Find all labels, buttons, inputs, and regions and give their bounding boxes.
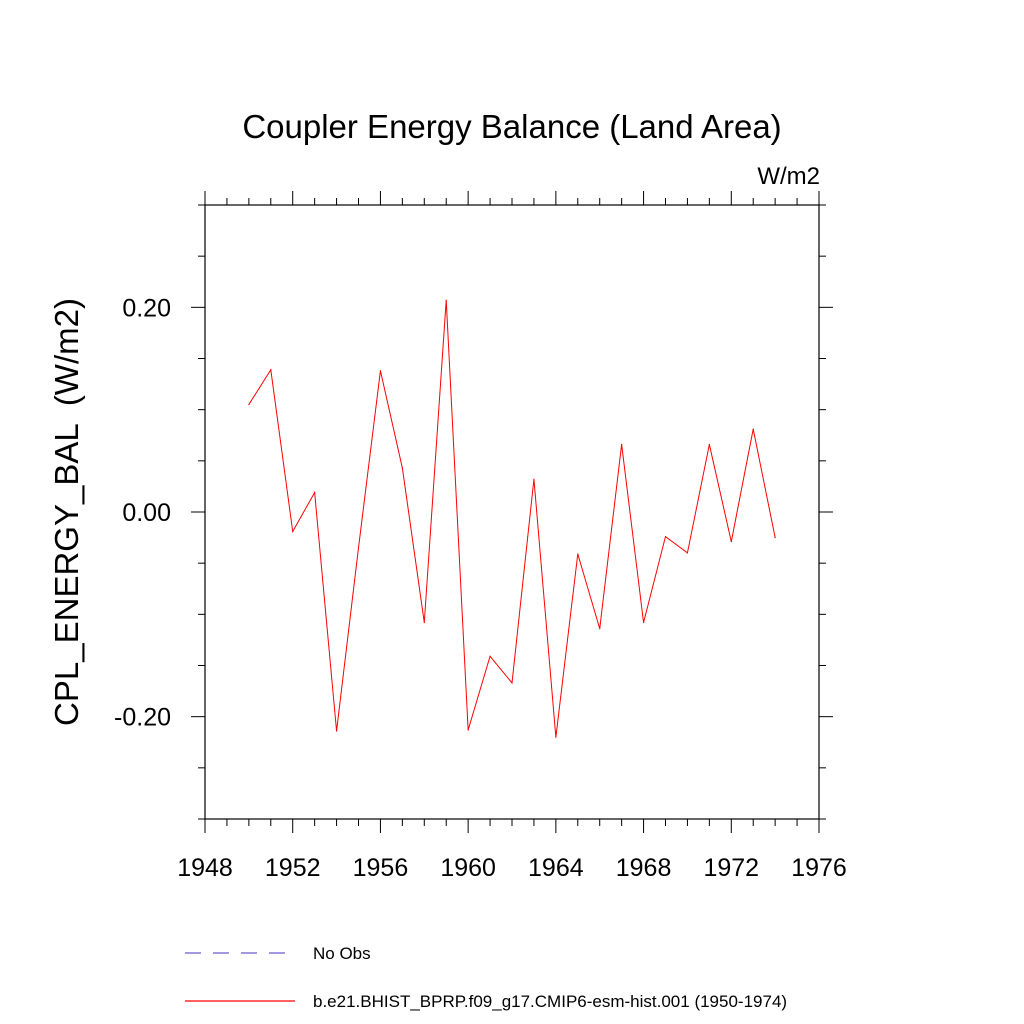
- data-point: [489, 655, 491, 657]
- series-line: [248, 300, 776, 738]
- data-point: [467, 729, 469, 731]
- y-tick-label: 0.20: [122, 294, 171, 322]
- x-tick-label: 1948: [177, 854, 233, 882]
- data-point: [774, 536, 776, 539]
- y-axis-label: CPL_ENERGY_BAL (W/m2): [48, 298, 85, 726]
- data-point: [314, 491, 316, 494]
- x-tick-label: 1956: [353, 854, 409, 882]
- units-label: W/m2: [757, 163, 820, 190]
- data-point: [555, 736, 557, 738]
- data-point: [752, 428, 754, 430]
- data-point: [292, 530, 294, 533]
- data-series: [248, 299, 776, 738]
- y-tick-label: -0.20: [114, 704, 171, 732]
- data-point: [445, 299, 447, 301]
- legend-label-no-obs: No Obs: [313, 944, 371, 963]
- data-point: [248, 403, 250, 406]
- y-tick-label: 0.00: [122, 499, 171, 527]
- chart-title: Coupler Energy Balance (Land Area): [242, 108, 781, 145]
- data-point: [686, 552, 689, 554]
- legend: No Obs b.e21.BHIST_BPRP.f09_g17.CMIP6-es…: [185, 944, 787, 1011]
- axis-tick-labels: 1948 1952 1956 1960 1964 1968 1972 1976 -0.20 0.0…: [114, 294, 847, 882]
- axis-ticks: [191, 191, 833, 833]
- x-tick-label: 1972: [703, 854, 759, 882]
- data-point: [423, 621, 425, 624]
- x-tick-label: 1960: [440, 854, 496, 882]
- data-point: [270, 369, 272, 371]
- data-point: [511, 682, 513, 684]
- x-tick-label: 1968: [616, 854, 672, 882]
- data-point: [357, 547, 360, 549]
- legend-label-model-run: b.e21.BHIST_BPRP.f09_g17.CMIP6-esm-hist.…: [313, 992, 787, 1011]
- data-point: [379, 370, 382, 372]
- x-tick-label: 1964: [528, 854, 584, 882]
- data-point: [401, 467, 403, 469]
- data-point: [621, 443, 623, 446]
- x-tick-label: 1952: [265, 854, 321, 882]
- data-point: [577, 553, 579, 555]
- data-point: [642, 621, 645, 624]
- data-point: [533, 478, 535, 480]
- data-point: [664, 535, 667, 538]
- data-point: [599, 628, 601, 630]
- data-point: [708, 443, 710, 446]
- data-point: [335, 730, 338, 732]
- plot-frame: [204, 204, 820, 820]
- data-point: [730, 541, 732, 543]
- x-tick-label: 1976: [791, 854, 847, 882]
